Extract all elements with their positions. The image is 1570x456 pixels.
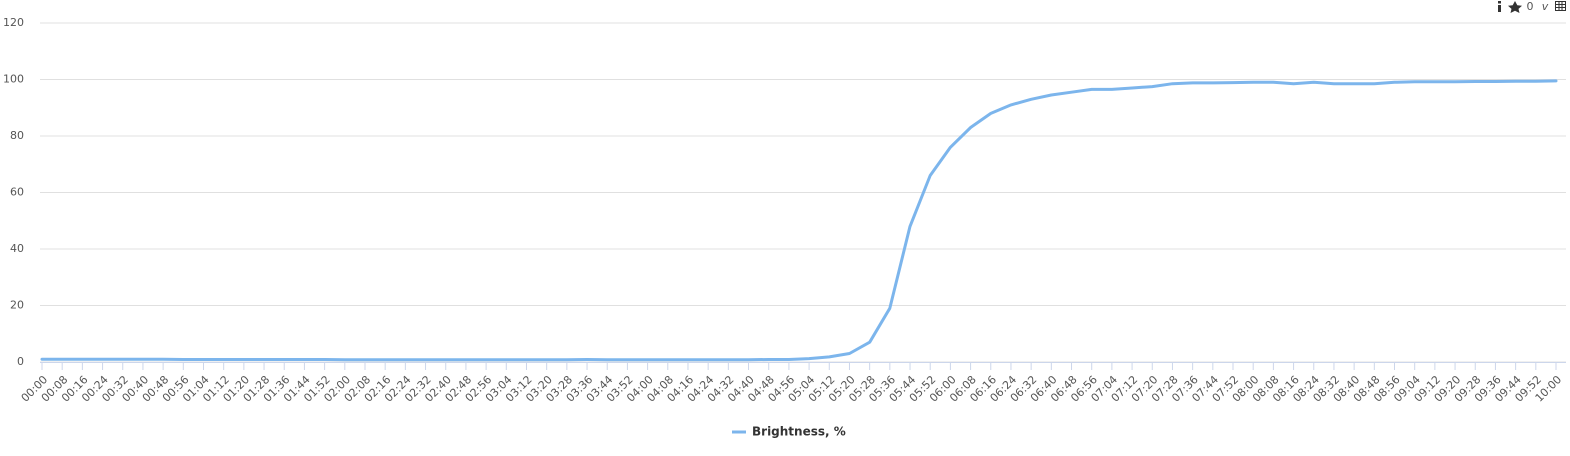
y-tick-label: 20	[10, 299, 24, 312]
view-label[interactable]: v	[1542, 0, 1549, 13]
y-tick-label: 0	[17, 355, 24, 368]
table-icon[interactable]	[1555, 1, 1566, 11]
star-icon[interactable]	[1508, 1, 1522, 13]
y-tick-label: 120	[3, 16, 24, 29]
toolbar: 0 v	[1498, 0, 1566, 13]
count-label: 0	[1527, 0, 1534, 13]
y-tick-label: 80	[10, 129, 24, 142]
y-tick-label: 100	[3, 73, 24, 86]
legend-item[interactable]: Brightness, %	[732, 425, 846, 439]
info-icon[interactable]	[1498, 1, 1501, 12]
legend-label: Brightness, %	[752, 425, 846, 439]
y-tick-label: 60	[10, 186, 24, 199]
y-tick-label: 40	[10, 242, 24, 255]
series-line	[40, 79, 1558, 362]
